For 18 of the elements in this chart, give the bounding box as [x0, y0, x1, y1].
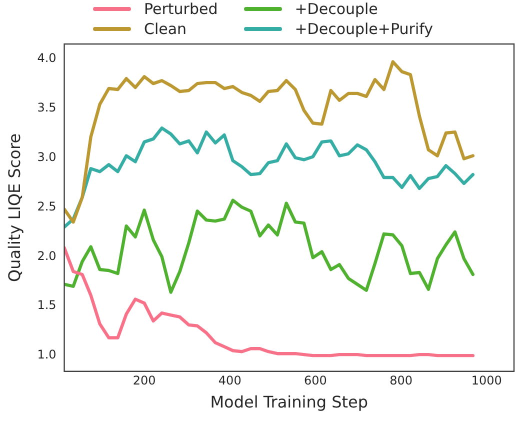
- y-tick-label: 2.5: [37, 199, 56, 214]
- y-tick-label: 1.5: [37, 298, 56, 312]
- legend-label: Clean: [144, 20, 187, 38]
- y-tick-label: 2.0: [37, 248, 56, 263]
- x-tick-label: 400: [218, 374, 242, 388]
- x-tick-label: 200: [132, 374, 156, 388]
- y-tick-label: 3.0: [37, 150, 56, 164]
- x-tick-label: 1000: [471, 374, 502, 388]
- x-tick-label: 600: [304, 374, 327, 388]
- y-tick-label: 3.5: [37, 100, 56, 114]
- legend-label: +Decouple: [294, 0, 378, 18]
- y-axis-title: Quality LIQE Score: [4, 133, 24, 282]
- x-tick-label: 800: [390, 374, 412, 388]
- legend-label: +Decouple+Purify: [294, 20, 433, 38]
- legend-label: Perturbed: [144, 0, 218, 18]
- y-tick-label: 4.0: [37, 50, 56, 65]
- x-axis-title: Model Training Step: [210, 392, 368, 412]
- y-tick-label: 1.0: [37, 348, 56, 362]
